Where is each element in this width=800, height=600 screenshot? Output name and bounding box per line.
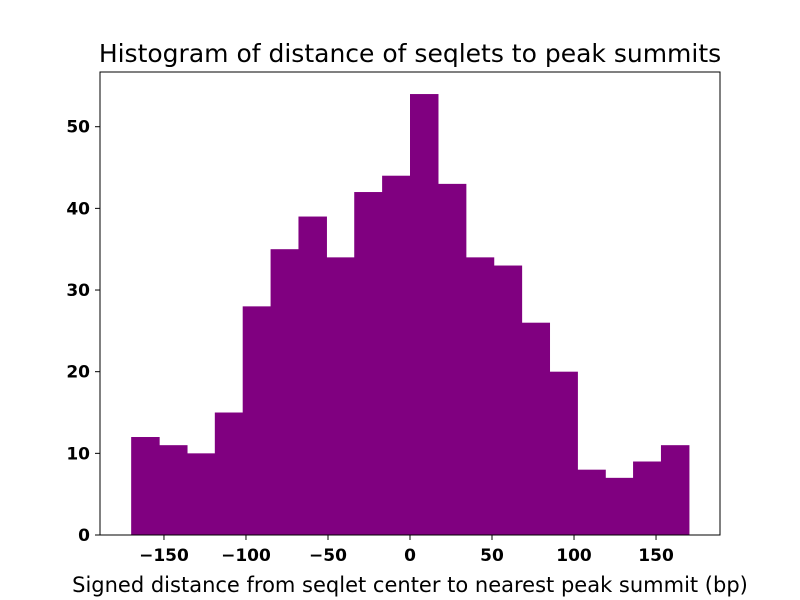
x-tick-label: 100 (556, 546, 592, 566)
histogram-bar (549, 371, 578, 535)
x-tick-label: 0 (404, 546, 416, 566)
histogram-bar (521, 322, 551, 535)
histogram-bar (326, 257, 355, 535)
x-tick-label: −50 (309, 546, 347, 566)
y-tick-label: 50 (66, 118, 90, 138)
histogram-bar (633, 461, 662, 535)
histogram-bar (298, 216, 327, 535)
histogram-bar (214, 412, 244, 535)
x-axis-ticks: −150 −100 −50 0 50 100 150 (139, 535, 674, 566)
x-axis-label: Signed distance from seqlet center to ne… (72, 573, 748, 597)
y-axis-ticks: 0 10 20 30 40 50 (66, 118, 100, 546)
histogram-bar (382, 175, 411, 535)
histogram-bar (493, 265, 523, 535)
histogram-bar (159, 445, 188, 535)
x-tick-label: 150 (638, 546, 674, 566)
histogram-bar (242, 306, 272, 535)
histogram-bar (577, 469, 606, 535)
y-tick-label: 20 (66, 363, 90, 383)
x-tick-label: −100 (221, 546, 271, 566)
histogram-bar (186, 453, 216, 535)
x-tick-label: 50 (480, 546, 504, 566)
histogram-bar (131, 437, 160, 535)
y-tick-label: 40 (66, 199, 90, 219)
histogram-bar (437, 183, 467, 535)
y-tick-label: 0 (78, 526, 90, 546)
histogram-bar (660, 445, 690, 535)
chart-title: Histogram of distance of seqlets to peak… (99, 39, 721, 68)
x-tick-label: −150 (139, 546, 189, 566)
y-tick-label: 30 (66, 281, 90, 301)
histogram-bar (354, 192, 383, 535)
y-tick-label: 10 (66, 444, 90, 464)
bars-group (131, 94, 690, 536)
histogram-bar (410, 94, 439, 536)
histogram-bar (605, 477, 634, 535)
histogram-bar (270, 249, 300, 536)
histogram-bar (465, 257, 495, 535)
